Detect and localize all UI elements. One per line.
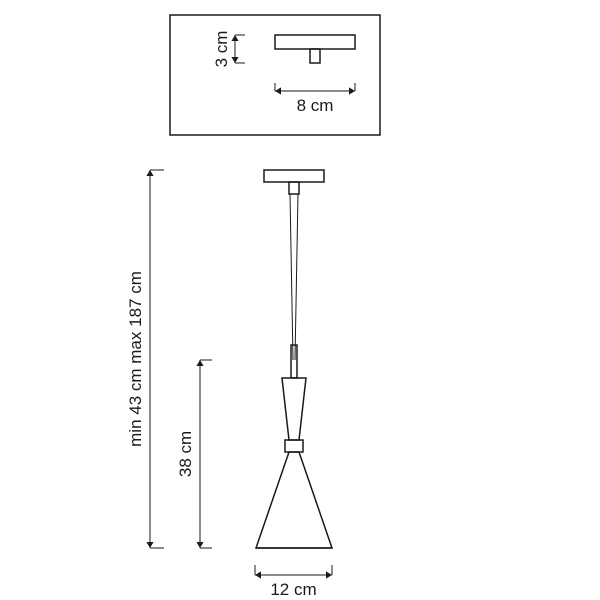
cord-left [290, 194, 293, 360]
arrowhead [326, 571, 332, 578]
canopy-stem [310, 49, 320, 63]
detail-box [170, 15, 380, 135]
arrowhead [255, 571, 261, 578]
upper-cone [282, 378, 306, 440]
cord-right [295, 194, 298, 360]
dim-label: min 43 cm max 187 cm [126, 271, 145, 447]
canopy-top-view [275, 35, 355, 49]
lamp-stem [291, 345, 297, 378]
dim-label-8cm: 8 cm [297, 96, 334, 115]
lamp-dimension-diagram: 3 cm 8 cm min 43 cm max 187 cm 38 cm 12 cm [0, 0, 600, 600]
arrowhead [275, 87, 281, 94]
arrowhead [349, 87, 355, 94]
dim-label-3cm: 3 cm [212, 31, 231, 68]
arrowhead [196, 542, 203, 548]
canopy-connector [289, 182, 299, 194]
arrowhead [231, 35, 238, 41]
arrowhead [146, 542, 153, 548]
canopy [264, 170, 324, 182]
dim-label: 12 cm [270, 580, 316, 599]
arrowhead [231, 57, 238, 63]
shade-lower-cone [256, 452, 332, 548]
arrowhead [196, 360, 203, 366]
arrowhead [146, 170, 153, 176]
collar [285, 440, 303, 452]
dim-label: 38 cm [176, 431, 195, 477]
